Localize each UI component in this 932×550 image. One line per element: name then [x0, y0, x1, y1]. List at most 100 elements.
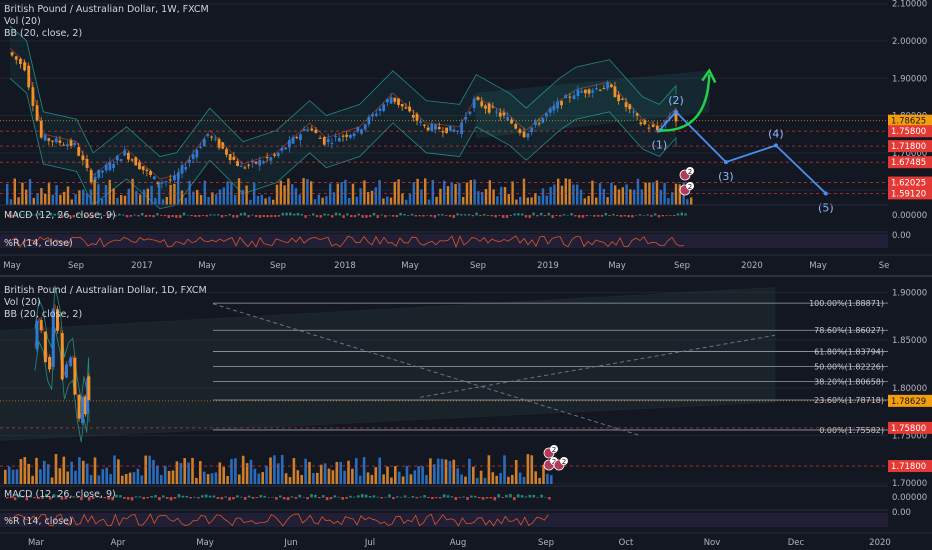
macd-histogram-bottom — [450, 496, 454, 498]
volume-bar-bottom — [351, 468, 354, 484]
volume-bar-bottom — [7, 466, 11, 484]
volume-bar-top — [188, 180, 191, 205]
volume-bar-top — [655, 180, 659, 205]
macd-histogram-top — [327, 214, 330, 216]
macd-histogram-top — [95, 214, 98, 216]
volume-bar-top — [640, 189, 643, 205]
macd-histogram-top — [106, 215, 110, 218]
volume-bar-top — [13, 178, 16, 205]
candle-body — [101, 170, 104, 173]
volume-bar-top — [150, 185, 153, 205]
price-tag-bottom — [888, 460, 932, 473]
volume-bar-top — [21, 182, 24, 205]
macd-histogram-bottom — [204, 494, 208, 498]
volume-bar-top — [370, 190, 374, 205]
macd-histogram-top — [11, 215, 15, 217]
candle-body — [43, 331, 47, 362]
macd-histogram-bottom — [540, 494, 543, 498]
candle-body — [411, 114, 415, 118]
macd-histogram-bottom — [415, 497, 419, 499]
volume-bar-top — [363, 180, 366, 205]
wave-point — [723, 160, 728, 165]
macd-histogram-bottom — [329, 497, 333, 500]
volume-bar-top — [116, 197, 119, 205]
macd-histogram-bottom — [60, 497, 64, 500]
candle-body — [138, 161, 141, 170]
volume-bar-bottom — [101, 469, 105, 484]
candle-body — [598, 89, 602, 91]
volume-bar-bottom — [66, 471, 69, 484]
candle-body — [202, 138, 206, 147]
volume-bar-top — [446, 186, 450, 205]
macd-histogram-bottom — [337, 496, 341, 498]
macd-histogram-top — [635, 215, 638, 216]
price-tick-label: 1.70000 — [892, 479, 927, 489]
volume-bar-bottom — [277, 463, 280, 484]
wave-label: (2) — [668, 94, 684, 107]
volume-bar-top — [249, 199, 252, 205]
bottom-macd-label: MACD (12, 26, close, 9) — [4, 489, 116, 500]
candle-body — [250, 160, 254, 163]
macd-histogram-top — [547, 212, 550, 216]
wave-label: (5) — [818, 201, 834, 214]
macd-histogram-top — [536, 215, 539, 217]
macd-histogram-top — [540, 212, 543, 216]
bb-upper-band — [9, 25, 677, 157]
volume-bar-top — [51, 194, 54, 205]
macd-histogram-bottom — [173, 497, 177, 499]
volume-bar-top — [549, 187, 552, 205]
macd-histogram-bottom — [314, 494, 317, 498]
volume-bar-top — [386, 196, 389, 205]
candle-body — [48, 357, 52, 370]
volume-bar-bottom — [413, 470, 417, 484]
macd-histogram-top — [422, 215, 425, 217]
candle-body — [236, 160, 239, 167]
macd-histogram-bottom — [6, 497, 9, 499]
macd-histogram-bottom — [33, 497, 36, 499]
candle-body — [506, 117, 510, 121]
candle-body — [225, 149, 228, 155]
volume-bar-bottom — [214, 472, 218, 484]
macd-histogram-top — [304, 215, 307, 218]
candle-body — [164, 181, 168, 183]
volume-bar-bottom — [522, 476, 526, 484]
volume-bar-bottom — [93, 457, 97, 484]
macd-histogram-bottom — [240, 496, 243, 498]
macd-histogram-top — [23, 214, 26, 216]
time-label-bottom: Aug — [450, 538, 467, 548]
volume-bar-bottom — [183, 458, 186, 484]
volume-bar-top — [382, 198, 385, 205]
volume-bar-bottom — [339, 461, 342, 484]
candle-body — [382, 104, 386, 112]
candle-body — [556, 101, 559, 109]
volume-bar-top — [355, 196, 358, 205]
candle-body — [452, 129, 456, 132]
candle-body — [434, 124, 437, 130]
volume-bar-bottom — [222, 466, 225, 484]
volume-bar-top — [389, 197, 393, 205]
macd-histogram-bottom — [189, 497, 192, 499]
time-label-bottom: Mar — [28, 538, 45, 548]
macd-histogram-top — [498, 215, 501, 216]
volume-bar-bottom — [97, 475, 101, 484]
candle-body — [228, 154, 232, 161]
macd-histogram-top — [141, 212, 144, 216]
price-tag-label: 1.75800 — [891, 424, 926, 434]
volume-bar-bottom — [230, 458, 233, 484]
volume-bar-bottom — [464, 476, 467, 484]
volume-bar-bottom — [78, 457, 81, 484]
volume-bar-top — [424, 178, 427, 205]
volume-bar-bottom — [160, 474, 163, 484]
price-tick-label: 2.10000 — [892, 0, 927, 10]
macd-tick: 0.00000 — [892, 211, 927, 221]
macd-histogram-top — [631, 215, 634, 218]
price-tick-label: 1.80000 — [892, 384, 927, 394]
candle-body — [617, 94, 621, 102]
macd-histogram-bottom — [87, 497, 91, 501]
macd-histogram-top — [289, 212, 292, 216]
candle-body — [206, 134, 210, 136]
macd-histogram-top — [163, 215, 167, 217]
macd-histogram-bottom — [485, 497, 489, 499]
macd-histogram-top — [334, 212, 338, 216]
